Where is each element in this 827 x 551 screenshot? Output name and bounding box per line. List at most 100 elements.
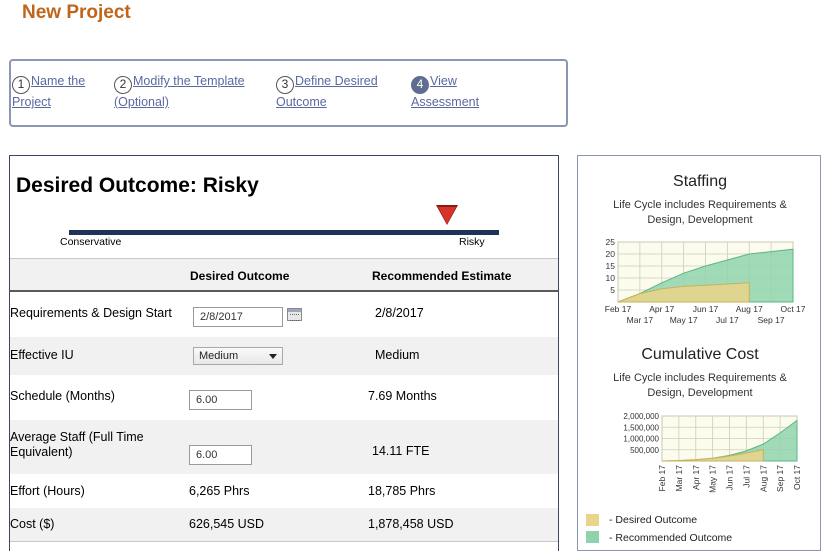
outcome-title: Desired Outcome: Risky xyxy=(16,174,259,197)
step-3-label-line2[interactable]: Outcome xyxy=(276,95,327,109)
y-tick-label: 1,000,000 xyxy=(623,435,659,444)
desired-cost: 626,545 USD xyxy=(189,517,265,531)
table-header: Desired Outcome Recommended Estimate xyxy=(10,258,558,292)
recommended-effort: 18,785 Phrs xyxy=(368,484,436,498)
x-tick-label: Mar 17 xyxy=(627,315,654,325)
wizard-step-name-project[interactable]: 1 Name the Project xyxy=(12,73,85,110)
step-1-label-line2[interactable]: Project xyxy=(12,95,51,109)
header-desired-outcome: Desired Outcome xyxy=(190,269,290,283)
row-label-effective-iu: Effective IU xyxy=(10,348,74,362)
desired-effort: 6,265 Phrs xyxy=(189,484,250,498)
row-label-cost: Cost ($) xyxy=(10,517,55,531)
x-tick-label: Apr 17 xyxy=(691,465,701,490)
x-tick-label: Sep 17 xyxy=(775,465,785,492)
step-number-3: 3 xyxy=(276,76,294,94)
staffing-chart-subtitle: Life Cycle includes Requirements & Desig… xyxy=(578,198,822,228)
step-number-2: 2 xyxy=(114,76,132,94)
x-tick-label: Aug 17 xyxy=(758,465,768,492)
wizard-step-define-outcome[interactable]: 3 Define Desired Outcome xyxy=(276,73,378,110)
x-tick-label: Jun 17 xyxy=(725,465,735,491)
step-number-1: 1 xyxy=(12,76,30,94)
step-1-label-line1[interactable]: Name the xyxy=(31,74,86,88)
x-tick-label: May 17 xyxy=(708,465,718,493)
average-staff-input[interactable]: 6.00 xyxy=(189,445,252,465)
step-number-4: 4 xyxy=(411,76,429,94)
y-tick-label: 1,500,000 xyxy=(623,423,659,432)
step-3-label-line1[interactable]: Define Desired xyxy=(295,74,378,88)
header-recommended-estimate: Recommended Estimate xyxy=(372,269,512,283)
step-4-label-line1[interactable]: View xyxy=(430,74,457,88)
staffing-subtitle-line2: Design, Development xyxy=(647,214,753,226)
x-tick-label: Aug 17 xyxy=(736,304,763,314)
x-tick-label: Apr 17 xyxy=(649,304,674,314)
recommended-start: 2/8/2017 xyxy=(375,306,424,320)
x-tick-label: Feb 17 xyxy=(657,465,667,492)
x-tick-label: Oct 17 xyxy=(780,304,805,314)
legend-label-desired: - Desired Outcome xyxy=(609,514,698,526)
effective-iu-selected: Medium xyxy=(199,350,239,362)
start-date-input[interactable]: 2/8/2017 xyxy=(193,307,283,327)
slider-label-conservative: Conservative xyxy=(60,236,122,248)
table-row-average-staff: Average Staff (Full Time Equivalent) 6.0… xyxy=(10,420,558,474)
step-4-label-line2[interactable]: Assessment xyxy=(411,95,480,109)
step-2-label-line1[interactable]: Modify the Template xyxy=(133,74,245,88)
x-tick-label: Jul 17 xyxy=(741,465,751,488)
x-tick-label: Feb 17 xyxy=(605,304,632,314)
row-label-average-staff: Average Staff (Full Time Equivalent) xyxy=(10,430,144,460)
slider-marker-icon xyxy=(438,207,456,224)
x-tick-label: Jul 17 xyxy=(716,315,739,325)
legend-swatch-recommended xyxy=(586,531,599,543)
table-row-cost: Cost ($) 626,545 USD 1,878,458 USD xyxy=(10,508,558,542)
y-tick-label: 5 xyxy=(610,285,615,295)
schedule-input[interactable]: 6.00 xyxy=(189,390,252,410)
cost-subtitle-line1: Life Cycle includes Requirements & xyxy=(613,372,787,384)
wizard-steps: 1 Name the Project 2 Modify the Template (… xyxy=(9,59,568,127)
table-row-effort: Effort (Hours) 6,265 Phrs 18,785 Phrs xyxy=(10,474,558,508)
x-tick-label: May 17 xyxy=(670,315,698,325)
outcome-panel: Desired Outcome: Risky Conservative Risk… xyxy=(9,155,559,551)
chevron-down-icon xyxy=(269,354,277,359)
y-tick-label: 500,000 xyxy=(630,446,659,455)
recommended-schedule: 7.69 Months xyxy=(368,389,437,403)
y-tick-label: 20 xyxy=(606,249,616,259)
legend-swatch-desired xyxy=(586,514,599,526)
wizard-step-view-assessment[interactable]: 4 View Assessment xyxy=(411,73,479,110)
risk-slider-track xyxy=(69,230,499,235)
y-tick-label: 15 xyxy=(606,261,616,271)
table-row-schedule: Schedule (Months) 6.00 7.69 Months xyxy=(10,375,558,420)
slider-label-risky: Risky xyxy=(459,236,485,248)
recommended-cost: 1,878,458 USD xyxy=(368,517,454,531)
staffing-subtitle-line1: Life Cycle includes Requirements & xyxy=(613,199,787,211)
x-tick-label: Sep 17 xyxy=(758,315,785,325)
y-tick-label: 2,000,000 xyxy=(623,412,659,421)
effective-iu-select[interactable]: Medium xyxy=(193,347,283,365)
page-title: New Project xyxy=(22,2,131,23)
step-2-label-line2[interactable]: (Optional) xyxy=(114,95,169,109)
recommended-average-staff: 14.11 FTE xyxy=(372,444,430,458)
x-tick-label: Mar 17 xyxy=(674,465,684,492)
recommended-effective-iu: Medium xyxy=(375,348,420,362)
x-tick-label: Oct 17 xyxy=(792,465,802,490)
table-row-start: Requirements & Design Start 2/8/2017 2/8… xyxy=(10,293,558,337)
calendar-icon[interactable] xyxy=(287,308,302,321)
row-label-average-staff-line1: Average Staff (Full Time xyxy=(10,430,144,444)
legend-label-recommended: - Recommended Outcome xyxy=(609,532,733,544)
staffing-chart-title: Staffing xyxy=(673,173,727,190)
cost-subtitle-line2: Design, Development xyxy=(647,387,753,399)
cost-chart-title: Cumulative Cost xyxy=(641,346,759,363)
row-label-effort: Effort (Hours) xyxy=(10,484,85,498)
row-label-start: Requirements & Design Start xyxy=(10,306,172,320)
table-row-effective-iu: Effective IU Medium Medium xyxy=(10,337,558,375)
y-tick-label: 10 xyxy=(606,273,616,283)
row-label-average-staff-line2: Equivalent) xyxy=(10,445,73,459)
cost-chart: 2,000,000 1,500,000 1,000,000 500,000 Feb 17… xyxy=(623,412,802,493)
charts-panel: Staffing Life Cycle includes Requirement… xyxy=(577,155,821,551)
series-area-desired xyxy=(661,449,764,462)
series-area-desired xyxy=(617,282,750,303)
wizard-step-modify-template[interactable]: 2 Modify the Template (Optional) xyxy=(114,73,245,110)
cost-chart-subtitle: Life Cycle includes Requirements & Desig… xyxy=(578,371,822,401)
x-tick-label: Jun 17 xyxy=(693,304,719,314)
y-tick-label: 25 xyxy=(606,237,616,247)
row-label-schedule: Schedule (Months) xyxy=(10,389,115,403)
